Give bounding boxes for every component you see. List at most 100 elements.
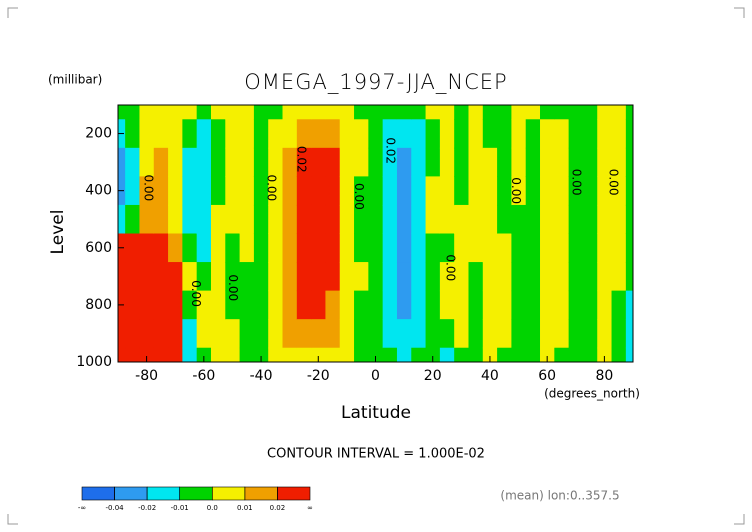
field-cell bbox=[568, 119, 584, 149]
field-cell bbox=[118, 347, 126, 362]
field-cell bbox=[311, 105, 326, 120]
field-cell bbox=[153, 290, 169, 320]
field-cell bbox=[268, 233, 284, 263]
contour-label: 0.00 bbox=[606, 169, 620, 196]
field-cell bbox=[325, 147, 341, 177]
field-cell bbox=[540, 347, 555, 362]
colorbar-swatch bbox=[244, 486, 278, 501]
field-cell bbox=[268, 319, 284, 349]
field-cell bbox=[354, 233, 369, 263]
field-cell bbox=[425, 262, 441, 292]
field-cell bbox=[468, 105, 484, 120]
field-cell bbox=[597, 347, 613, 362]
field-cell bbox=[325, 105, 341, 120]
field-cell bbox=[568, 347, 584, 362]
field-cell bbox=[568, 290, 584, 320]
field-cell bbox=[153, 105, 169, 120]
y-tick-label: 200 bbox=[85, 126, 112, 142]
field-cell bbox=[625, 290, 633, 320]
field-cell bbox=[196, 319, 212, 349]
field-cell bbox=[597, 105, 613, 120]
field-cell bbox=[568, 105, 584, 120]
field-cell bbox=[568, 262, 584, 292]
field-cell bbox=[439, 262, 455, 292]
field-cell bbox=[554, 233, 570, 263]
field-cell bbox=[182, 147, 198, 177]
field-cell bbox=[268, 119, 284, 149]
field-cell bbox=[225, 119, 241, 149]
field-cell bbox=[454, 262, 469, 292]
field-cell bbox=[182, 233, 198, 263]
field-cell bbox=[225, 319, 241, 349]
field-cell bbox=[253, 319, 269, 349]
field-cell bbox=[354, 262, 369, 292]
field-cell bbox=[139, 204, 155, 234]
x-tick-label: 60 bbox=[538, 368, 556, 384]
field-cell bbox=[311, 319, 326, 349]
field-cell bbox=[554, 147, 570, 177]
field-cell bbox=[582, 147, 598, 177]
field-cell bbox=[625, 233, 633, 263]
field-cell bbox=[439, 147, 455, 177]
field-cell bbox=[153, 347, 169, 362]
field-cell bbox=[282, 262, 298, 292]
field-cell bbox=[168, 262, 183, 292]
field-cell bbox=[239, 105, 255, 120]
field-cell bbox=[139, 347, 155, 362]
field-cell bbox=[411, 105, 427, 120]
field-cell bbox=[396, 319, 412, 349]
field-cell bbox=[182, 262, 198, 292]
field-cell bbox=[454, 105, 469, 120]
footnote: (mean) lon:0..357.5 bbox=[500, 489, 619, 503]
field-cell bbox=[511, 147, 527, 177]
field-cell bbox=[153, 204, 169, 234]
field-cell bbox=[168, 347, 183, 362]
field-cell bbox=[325, 262, 341, 292]
chart-title: OMEGA_1997-JJA_NCEP bbox=[244, 70, 507, 94]
field-cell bbox=[382, 262, 398, 292]
field-cell bbox=[325, 176, 341, 206]
field-cell bbox=[139, 119, 155, 149]
field-cell bbox=[282, 147, 298, 177]
field-cell bbox=[225, 262, 241, 292]
field-cell bbox=[540, 204, 555, 234]
field-cell bbox=[425, 176, 441, 206]
field-cell bbox=[625, 176, 633, 206]
field-cell bbox=[482, 290, 498, 320]
field-cell bbox=[540, 233, 555, 263]
field-cell bbox=[468, 147, 484, 177]
colorbar-swatch bbox=[179, 486, 213, 501]
field-cell bbox=[182, 290, 198, 320]
x-tick-label: -20 bbox=[307, 368, 330, 384]
field-cell bbox=[253, 119, 269, 149]
field-cell bbox=[311, 262, 326, 292]
field-cell bbox=[139, 319, 155, 349]
field-cell bbox=[118, 147, 126, 177]
field-cell bbox=[468, 233, 484, 263]
field-cell bbox=[611, 290, 627, 320]
field-cell bbox=[625, 147, 633, 177]
field-cell bbox=[625, 105, 633, 120]
field-cell bbox=[210, 119, 226, 149]
field-cell bbox=[396, 233, 412, 263]
field-cell bbox=[482, 147, 498, 177]
field-cell bbox=[325, 119, 341, 149]
field-cell bbox=[525, 233, 541, 263]
field-cell bbox=[396, 204, 412, 234]
field-cell bbox=[282, 105, 298, 120]
field-cell bbox=[354, 204, 369, 234]
field-cell bbox=[368, 262, 384, 292]
field-cell bbox=[210, 290, 226, 320]
field-cell bbox=[368, 119, 384, 149]
field-cell bbox=[554, 105, 570, 120]
field-cell bbox=[439, 105, 455, 120]
field-cell bbox=[168, 204, 183, 234]
field-cell bbox=[582, 204, 598, 234]
field-cell bbox=[339, 176, 355, 206]
field-cell bbox=[482, 319, 498, 349]
field-cell bbox=[611, 176, 627, 206]
field-cell bbox=[597, 147, 613, 177]
contour-interval: CONTOUR INTERVAL = 1.000E-02 bbox=[267, 447, 485, 462]
field-cell bbox=[225, 147, 241, 177]
field-cell bbox=[582, 105, 598, 120]
